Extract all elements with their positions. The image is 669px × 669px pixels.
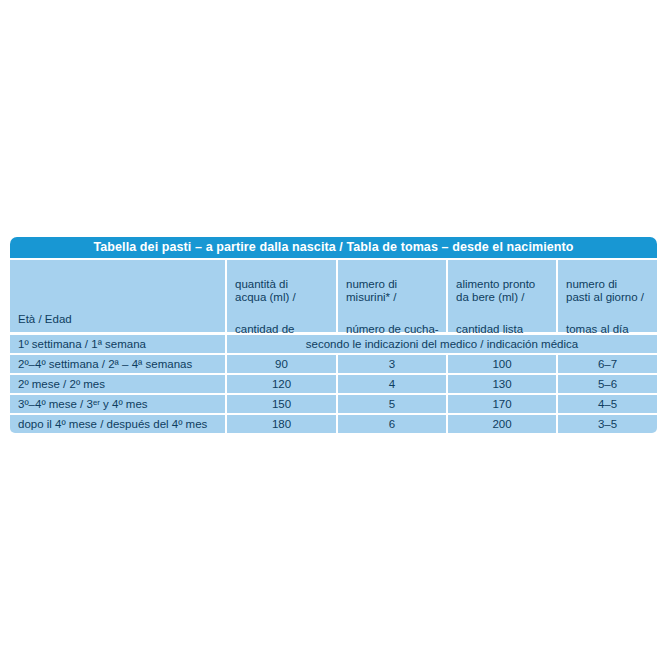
table-row: 1º settimana / 1ª semana secondo le indi…: [10, 335, 657, 353]
table-row: 3º–4º mese / 3ᵉʳ y 4º mes 150 5 170 4–5: [10, 395, 657, 413]
row-age-cell: 2º mese / 2º mes: [10, 375, 225, 393]
row-meals-cell: 4–5: [558, 395, 657, 413]
table-row: 2º–4º settimana / 2ª – 4ª semanas 90 3 1…: [10, 355, 657, 373]
feeding-table: Tabella dei pasti – a partire dalla nasc…: [10, 237, 657, 433]
row-scoops-cell: 4: [338, 375, 446, 393]
row-meals-cell: 3–5: [558, 415, 657, 433]
row-ready-food-cell: 130: [448, 375, 556, 393]
header-cell-age: Età / Edad: [10, 260, 225, 332]
header-age-label: Età / Edad: [18, 313, 72, 327]
row-age-cell: dopo il 4º mese / después del 4º mes: [10, 415, 225, 433]
row-scoops-cell: 5: [338, 395, 446, 413]
header-water-it: quantità di acqua (ml) /: [235, 278, 331, 305]
page: Tabella dei pasti – a partire dalla nasc…: [0, 0, 669, 669]
row-meals-cell: 6–7: [558, 355, 657, 373]
header-scoops-it: numero di misurini* /: [346, 278, 441, 305]
header-cell-scoops: numero di misurini* / número de cucha- r…: [338, 260, 446, 332]
row-water-cell: 180: [227, 415, 336, 433]
header-cell-meals-per-day: numero di pasti al giorno / tomas al día: [558, 260, 657, 332]
row-water-cell: 150: [227, 395, 336, 413]
row-medical-note-cell: secondo le indicazioni del medico / indi…: [227, 335, 657, 353]
row-water-cell: 120: [227, 375, 336, 393]
header-cell-water: quantità di acqua (ml) / cantidad de agu…: [227, 260, 336, 332]
row-ready-food-cell: 100: [448, 355, 556, 373]
header-meals-it: numero di pasti al giorno /: [566, 278, 652, 305]
table-row: dopo il 4º mese / después del 4º mes 180…: [10, 415, 657, 433]
table-row: 2º mese / 2º mes 120 4 130 5–6: [10, 375, 657, 393]
header-cell-ready-food: alimento pronto da bere (ml) / cantidad …: [448, 260, 556, 332]
row-scoops-cell: 6: [338, 415, 446, 433]
row-scoops-cell: 3: [338, 355, 446, 373]
row-age-cell: 2º–4º settimana / 2ª – 4ª semanas: [10, 355, 225, 373]
header-ready-food-it: alimento pronto da bere (ml) /: [456, 278, 551, 305]
row-age-cell: 1º settimana / 1ª semana: [10, 335, 225, 353]
row-age-cell: 3º–4º mese / 3ᵉʳ y 4º mes: [10, 395, 225, 413]
row-ready-food-cell: 200: [448, 415, 556, 433]
row-ready-food-cell: 170: [448, 395, 556, 413]
table-header-row: Età / Edad quantità di acqua (ml) / cant…: [10, 260, 657, 332]
row-meals-cell: 5–6: [558, 375, 657, 393]
table-title: Tabella dei pasti – a partire dalla nasc…: [10, 237, 657, 258]
row-water-cell: 90: [227, 355, 336, 373]
